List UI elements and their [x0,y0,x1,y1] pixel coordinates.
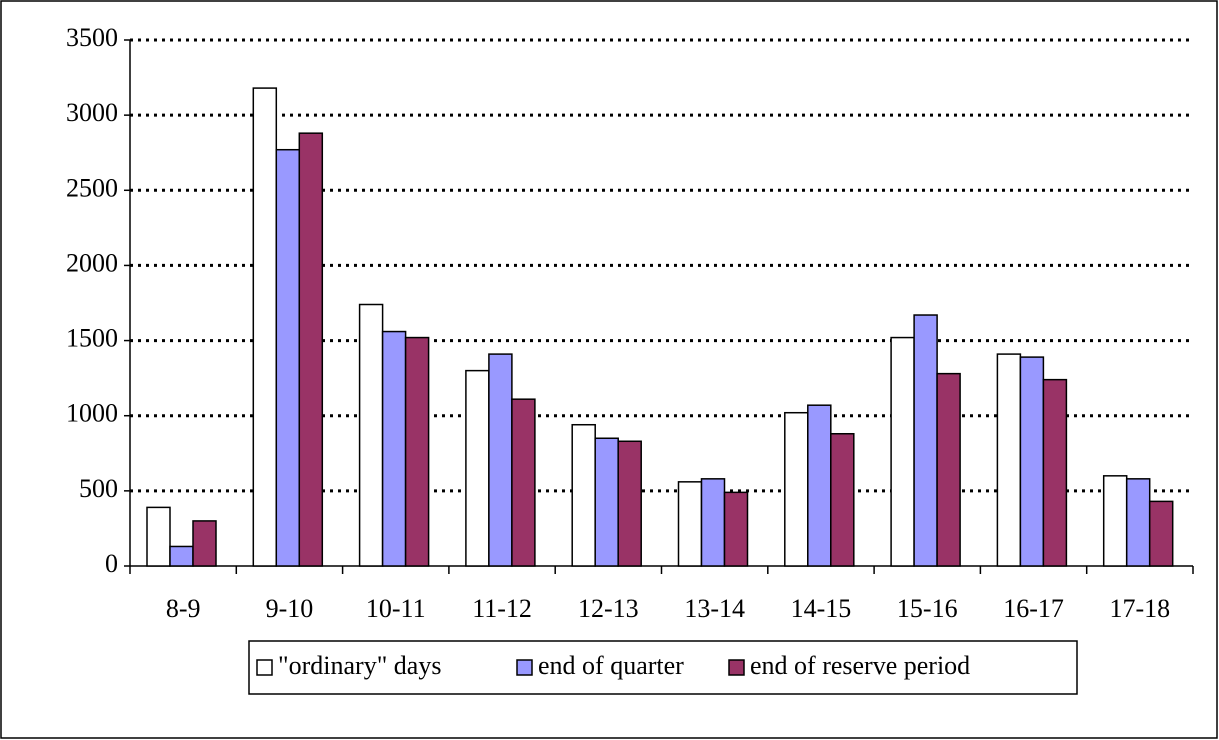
bar [465,369,490,567]
bar [488,353,513,567]
bar [996,353,1022,567]
bar [298,132,324,567]
x-tick-label: 11-12 [472,594,532,623]
bar [571,423,596,567]
bar [511,398,536,567]
bar [1019,356,1045,567]
bar [617,440,642,567]
x-tick-label: 14-15 [791,594,852,623]
x-tick-label: 9-10 [266,594,314,623]
bar [807,404,832,567]
bar [404,336,430,567]
bar [1125,478,1151,567]
x-tick-label: 10-11 [366,594,426,623]
bar [358,303,384,567]
bar [275,148,301,567]
bar [1042,378,1068,567]
bar [146,506,171,567]
bar [723,491,749,567]
bar [700,478,726,567]
legend-swatch [728,659,745,676]
y-tick-label: 0 [105,549,118,578]
legend-label: "ordinary" days [278,651,441,680]
bar [1148,500,1174,567]
bar [1102,475,1128,567]
bar [936,372,961,567]
y-tick-label: 2000 [66,248,118,277]
y-tick-label: 1000 [66,399,118,428]
legend-label: end of reserve period [750,651,970,680]
bar [169,545,194,567]
y-tick-label: 1500 [66,324,118,353]
x-tick-label: 8-9 [166,594,201,623]
bar [252,87,278,567]
legend-swatch [516,659,533,676]
bar [192,520,217,567]
bar [381,330,407,567]
bar [784,411,809,567]
legend-label: end of quarter [538,651,684,680]
legend-box [248,640,1078,695]
x-tick-label: 15-16 [897,594,958,623]
x-tick-label: 12-13 [578,594,639,623]
bar [830,432,855,567]
y-tick-label: 500 [79,474,118,503]
bar [677,481,703,567]
bar [913,314,938,567]
bar [890,336,915,567]
bar [594,437,619,567]
x-tick-label: 16-17 [1003,594,1064,623]
y-tick-label: 2500 [66,173,118,202]
legend-swatch [256,659,273,676]
x-tick-label: 17-18 [1110,594,1171,623]
x-tick-label: 13-14 [684,594,745,623]
y-tick-label: 3000 [66,98,118,127]
y-tick-label: 3500 [66,23,118,52]
